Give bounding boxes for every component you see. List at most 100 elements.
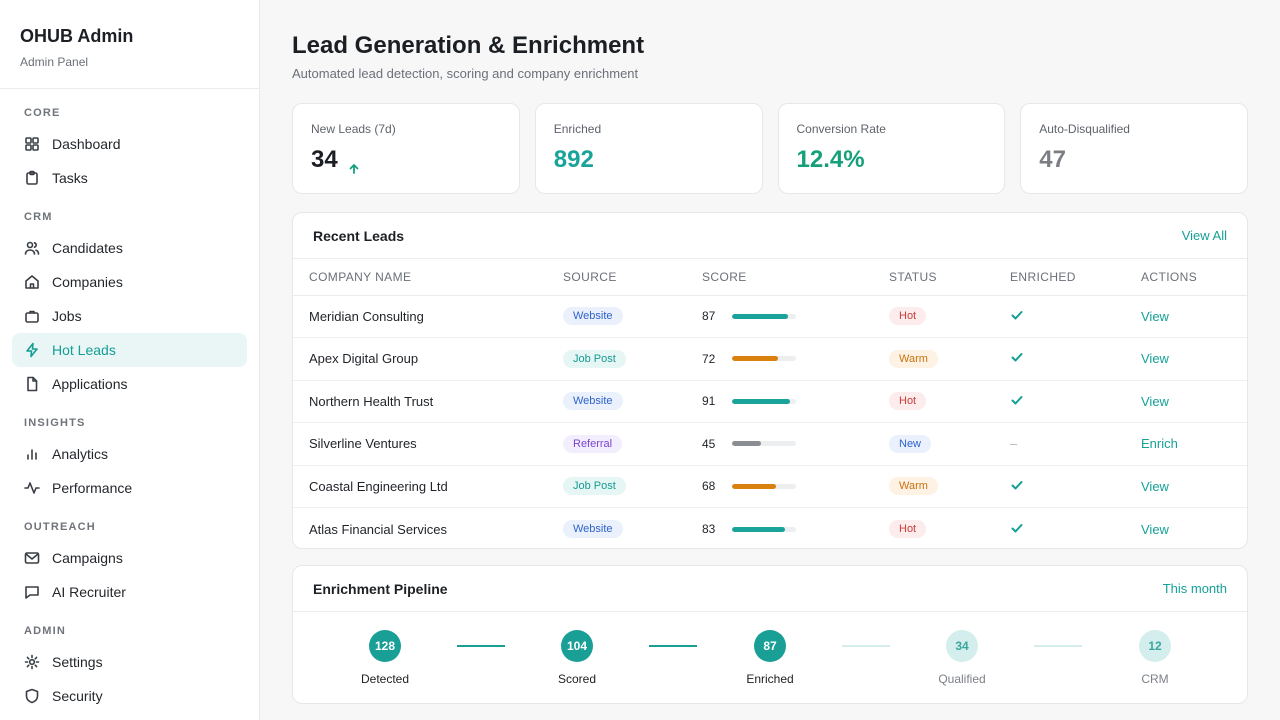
page-subtitle: Automated lead detection, scoring and co… — [292, 66, 639, 81]
stat-value-text: 892 — [553, 146, 594, 173]
stat-label: Enriched — [553, 122, 602, 136]
table-row[interactable]: Northern Health Trust Website 91 Hot View — [293, 380, 1247, 423]
score-bar-fill — [732, 356, 779, 362]
check-icon — [1010, 480, 1024, 495]
status-badge: Hot — [889, 307, 927, 326]
view-link[interactable]: View — [1141, 351, 1169, 367]
recent-leads-title: Recent Leads — [313, 227, 405, 244]
nav-section-crm: CRM — [24, 211, 53, 223]
stage-label: Scored — [557, 672, 597, 686]
column-header: ACTIONS — [1125, 259, 1247, 296]
enrich-link[interactable]: Enrich — [1141, 436, 1178, 452]
company-name: Meridian Consulting — [293, 295, 547, 338]
activity-icon — [24, 480, 40, 496]
sidebar-item-hot-leads[interactable]: Hot Leads — [12, 333, 247, 367]
source-badge: Referral — [563, 434, 623, 453]
sidebar-item-label: Candidates — [52, 240, 123, 256]
pipeline-connector — [649, 645, 697, 647]
source-cell: Website — [547, 295, 686, 338]
status-cell: Hot — [873, 380, 994, 423]
score-value: 72 — [702, 351, 716, 366]
score-bar-fill — [732, 483, 776, 489]
table-row[interactable]: Coastal Engineering Ltd Job Post 68 Warm Vie… — [293, 465, 1247, 508]
score-bar — [732, 483, 796, 489]
stage-count: 12 — [1139, 630, 1171, 662]
sidebar-item-dashboard[interactable]: Dashboard — [12, 127, 247, 161]
score-cell: 68 — [686, 465, 873, 508]
view-link[interactable]: View — [1141, 308, 1169, 324]
bar-chart-icon — [24, 446, 40, 462]
nav-section-outreach: OUTREACH — [24, 521, 96, 533]
table-row[interactable]: Atlas Financial Services Website 83 Hot View — [293, 508, 1247, 549]
stat-card: New Leads (7d) 34 — [292, 103, 520, 194]
sidebar-item-ai-recruiter[interactable]: AI Recruiter — [12, 575, 247, 609]
pipeline-connector — [457, 645, 505, 647]
score-bar — [732, 398, 796, 404]
sidebar-item-tasks[interactable]: Tasks — [12, 161, 247, 195]
leads-table: COMPANY NAME SOURCE SCORE STATUS ENRICHED ACT… — [293, 259, 1247, 549]
stat-value-text: 12.4% — [796, 146, 865, 173]
source-badge: Website — [563, 392, 623, 411]
actions-cell: View — [1125, 337, 1247, 381]
enriched-cell — [994, 337, 1125, 381]
stage-label: CRM — [1141, 672, 1169, 686]
view-link[interactable]: View — [1141, 478, 1169, 494]
sidebar-item-label: Security — [52, 688, 103, 704]
nav-section-insights: INSIGHTS — [24, 417, 86, 429]
view-link[interactable]: View — [1141, 393, 1169, 409]
period-link[interactable]: This month — [1162, 581, 1227, 596]
stat-value-text: 47 — [1039, 146, 1066, 173]
enriched-cell — [994, 380, 1125, 423]
sidebar-item-label: Applications — [52, 376, 128, 392]
clipboard-icon — [24, 170, 40, 186]
view-all-link[interactable]: View All — [1181, 228, 1227, 243]
sidebar-item-jobs[interactable]: Jobs — [12, 299, 247, 333]
view-link[interactable]: View — [1141, 521, 1169, 537]
sidebar-item-campaigns[interactable]: Campaigns — [12, 541, 247, 575]
sidebar-item-analytics[interactable]: Analytics — [12, 437, 247, 471]
status-badge: Warm — [889, 477, 938, 496]
status-badge: Warm — [889, 349, 938, 368]
file-icon — [24, 376, 40, 392]
company-name: Coastal Engineering Ltd — [293, 465, 547, 508]
briefcase-icon — [24, 308, 40, 324]
score-bar-fill — [732, 441, 761, 447]
company-name: Apex Digital Group — [293, 337, 547, 381]
table-header-row: COMPANY NAME SOURCE SCORE STATUS ENRICHED ACT… — [293, 259, 1247, 296]
sidebar-item-companies[interactable]: Companies — [12, 265, 247, 299]
enriched-cell: – — [994, 422, 1125, 466]
stage-count: 34 — [946, 630, 978, 662]
sidebar-nav: CORE Dashboard Tasks CRM Candidates Companies… — [0, 89, 259, 713]
main-content: Lead Generation & Enrichment Automated l… — [260, 0, 1280, 720]
column-header: SCORE — [686, 259, 873, 296]
source-badge: Website — [563, 520, 623, 538]
stage-count: 128 — [369, 630, 401, 662]
table-row[interactable]: Silverline Ventures Referral 45 New – Enrich — [293, 422, 1247, 466]
score-value: 87 — [702, 309, 716, 324]
grid-icon — [24, 136, 40, 152]
stage-count: 104 — [561, 630, 593, 662]
source-badge: Job Post — [563, 349, 626, 368]
status-badge: Hot — [889, 392, 927, 411]
sidebar-item-label: Dashboard — [52, 136, 121, 152]
table-body: Meridian Consulting Website 87 Hot View Apex … — [293, 295, 1247, 549]
table-row[interactable]: Meridian Consulting Website 87 Hot View — [293, 295, 1247, 338]
stat-value: 892 — [554, 146, 744, 174]
sidebar-item-candidates[interactable]: Candidates — [12, 231, 247, 265]
table-row[interactable]: Apex Digital Group Job Post 72 Warm View — [293, 337, 1247, 381]
stage-label: Qualified — [938, 672, 986, 686]
score-bar — [732, 441, 796, 447]
sidebar-item-settings[interactable]: Settings — [12, 645, 247, 679]
score-cell: 91 — [686, 380, 873, 423]
nav-section-admin: ADMIN — [24, 625, 67, 637]
recent-leads-header: Recent Leads View All — [293, 213, 1247, 259]
stat-card: Enriched 892 — [534, 103, 763, 194]
sidebar-item-applications[interactable]: Applications — [12, 367, 247, 401]
sidebar-item-performance[interactable]: Performance — [12, 471, 247, 505]
status-cell: Hot — [873, 508, 994, 549]
sidebar-item-security[interactable]: Security — [12, 679, 247, 713]
sidebar-item-label: Companies — [52, 274, 123, 290]
source-cell: Job Post — [547, 337, 686, 381]
mail-icon — [24, 550, 40, 566]
stat-value: 47 — [1039, 146, 1229, 174]
